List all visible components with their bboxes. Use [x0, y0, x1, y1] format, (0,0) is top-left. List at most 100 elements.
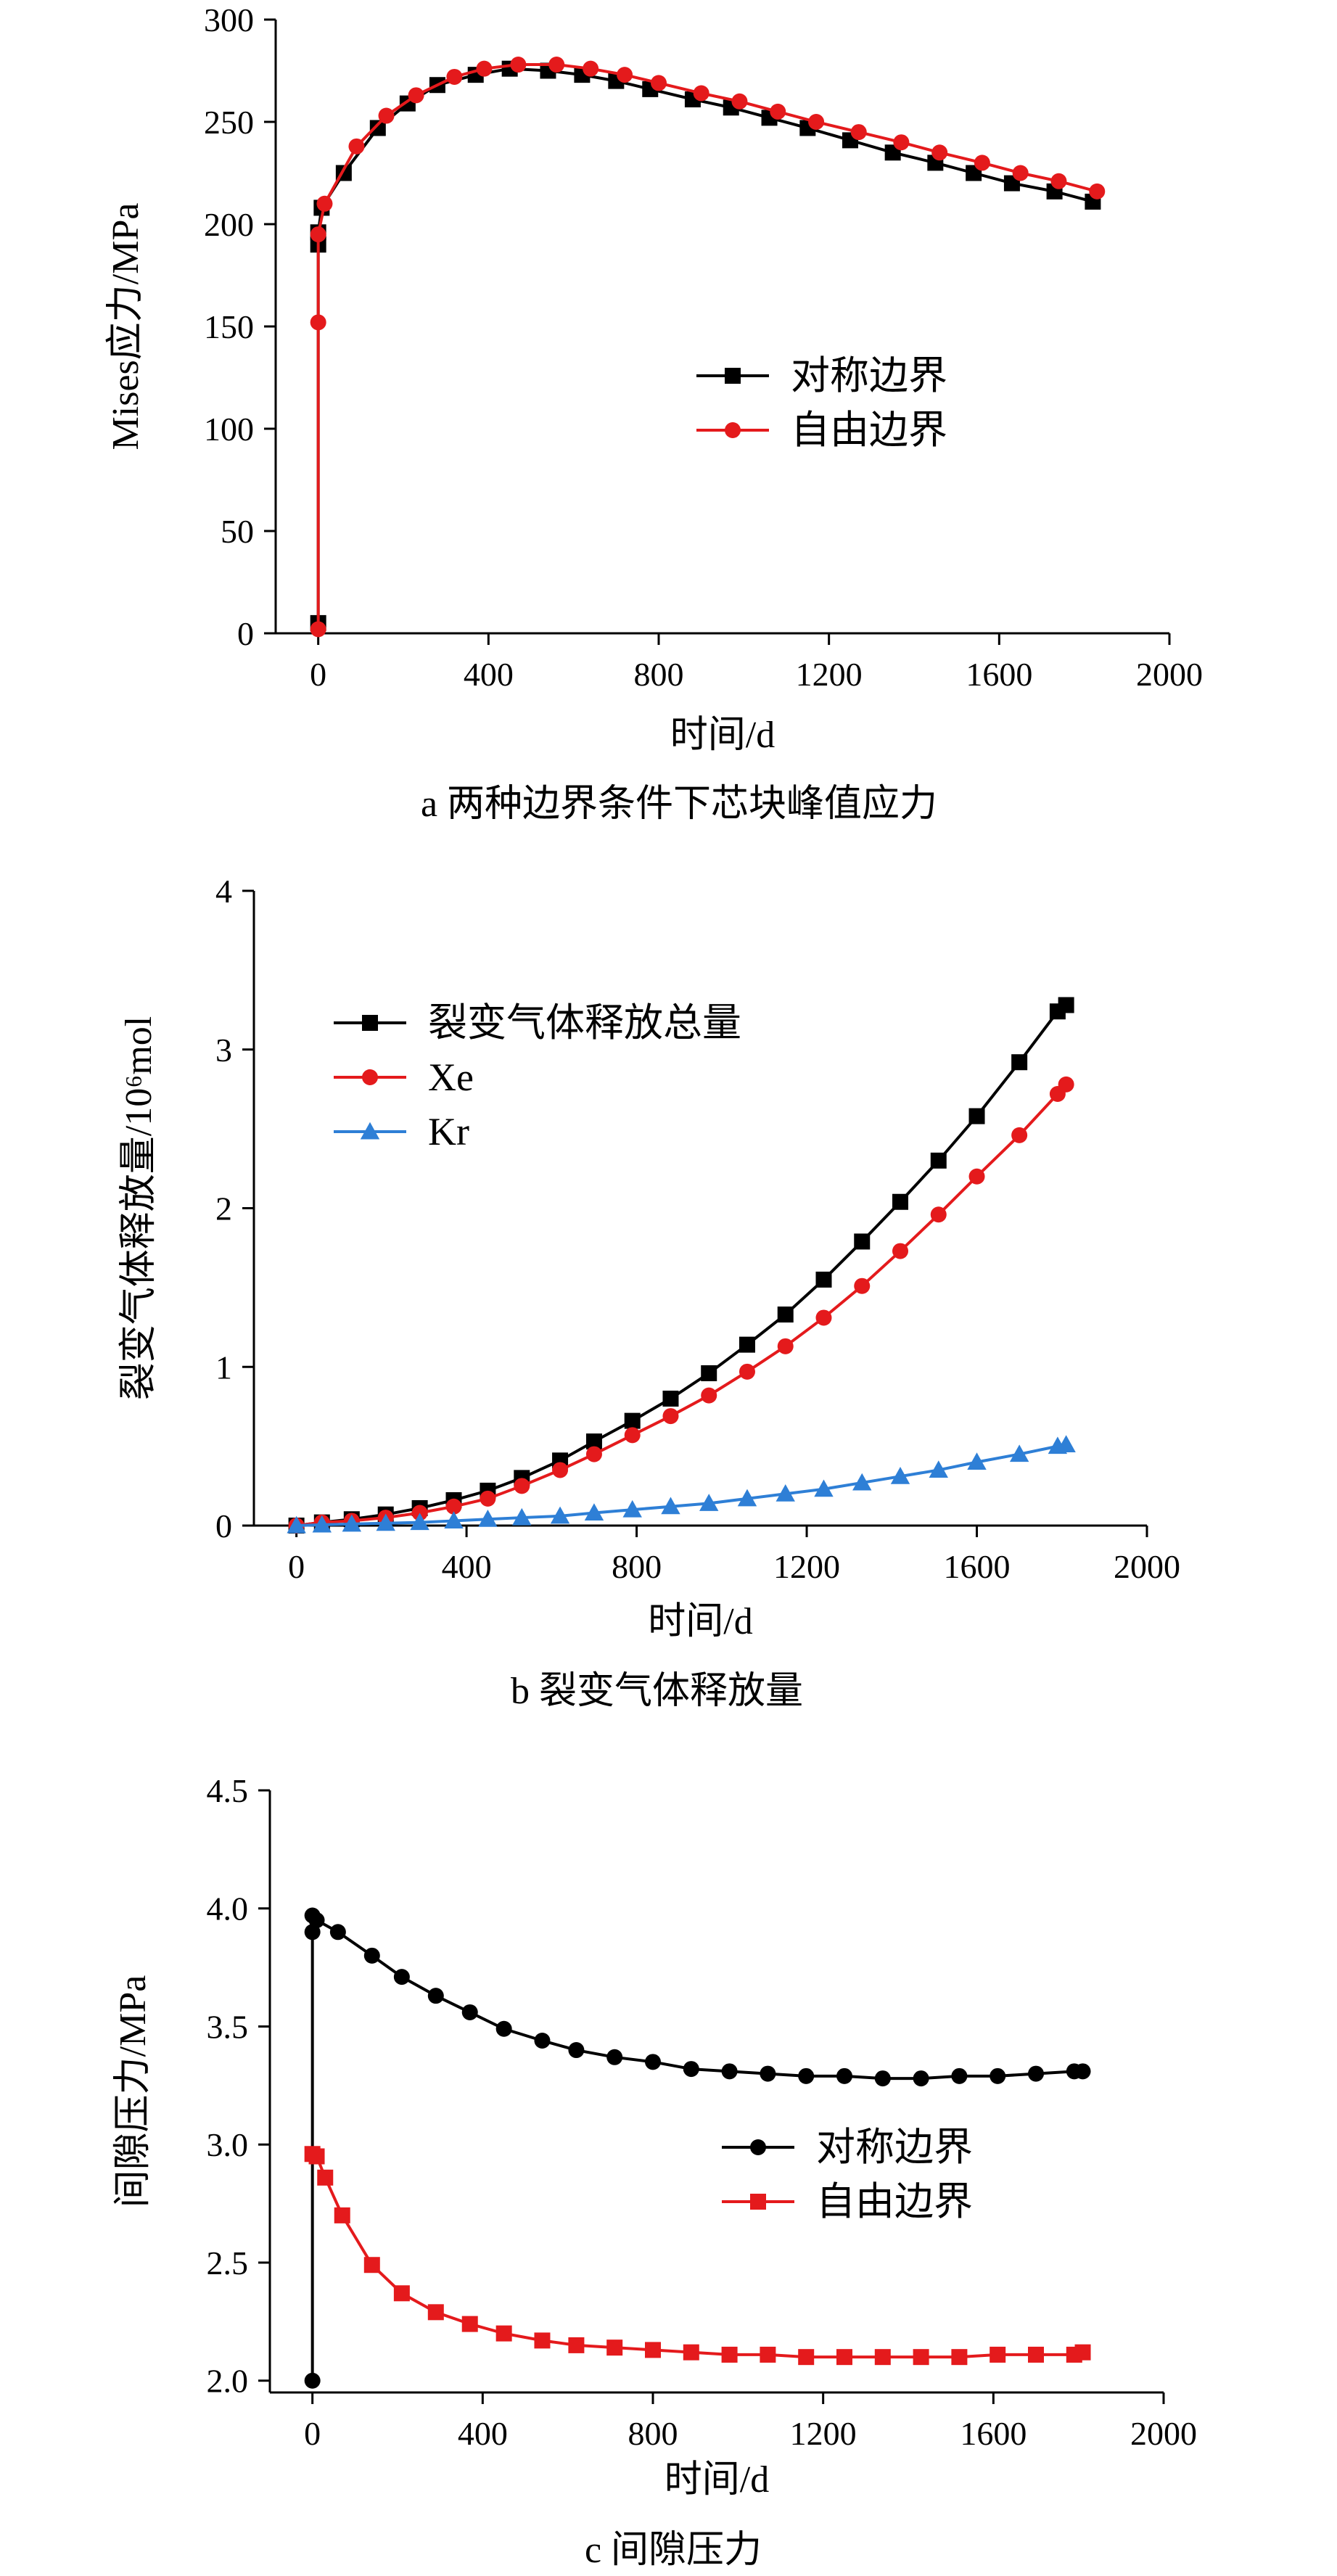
data-point — [304, 2372, 321, 2389]
data-point — [808, 114, 825, 130]
data-point — [568, 2042, 585, 2059]
x-tick-label: 1200 — [790, 2415, 857, 2452]
data-point — [624, 1427, 641, 1444]
y-tick-label: 50 — [221, 513, 254, 550]
legend-label: 自由边界 — [791, 408, 947, 452]
data-point — [585, 1433, 602, 1450]
data-point — [892, 1243, 909, 1259]
data-point — [510, 57, 527, 73]
y-tick-label: 1 — [215, 1349, 232, 1386]
y-tick-label: 0 — [215, 1507, 232, 1544]
data-point — [363, 2257, 380, 2273]
data-point — [446, 68, 463, 85]
data-point — [363, 1947, 380, 1964]
data-point — [798, 2067, 815, 2084]
data-point — [534, 2033, 551, 2049]
y-tick-label: 0 — [237, 615, 254, 652]
data-point — [662, 1391, 679, 1407]
data-point — [512, 1507, 532, 1526]
data-point — [990, 2067, 1006, 2084]
data-point — [815, 1309, 832, 1326]
series-line — [296, 1083, 1068, 1527]
legend-entry: 自由边界 — [696, 408, 947, 452]
x-tick-label: 800 — [628, 2415, 678, 2452]
data-point — [495, 2020, 512, 2037]
y-tick-label: 100 — [204, 411, 254, 448]
series-1 — [288, 997, 1074, 1534]
legend-label: 裂变气体释放总量 — [428, 1001, 741, 1045]
data-point — [1009, 1444, 1029, 1462]
data-point — [815, 1271, 832, 1288]
legend-swatch-marker — [725, 422, 741, 438]
y-axis-title: Mises应力/MPa — [105, 203, 147, 450]
data-point — [585, 1446, 602, 1462]
data-point — [1058, 1076, 1074, 1092]
y-tick-label: 3.0 — [207, 2126, 249, 2163]
data-point — [1011, 1127, 1028, 1143]
data-point — [606, 2049, 623, 2065]
y-tick-label: 2 — [215, 1190, 232, 1227]
data-point — [929, 1460, 948, 1478]
chart-a: 0 400 800 1200 1600 2000 0 50 100 150 200 250 300 时间/… — [105, 1, 1203, 825]
x-tick-label: 1600 — [944, 1548, 1011, 1585]
data-point — [1058, 997, 1074, 1013]
data-point — [427, 1988, 444, 2004]
x-tick-label: 2000 — [1114, 1548, 1180, 1585]
data-point — [622, 1499, 642, 1518]
data-point — [931, 144, 948, 161]
data-point — [990, 2346, 1006, 2363]
data-point — [951, 2067, 968, 2084]
series-2 — [310, 57, 1106, 638]
data-point — [777, 1306, 794, 1323]
legend-swatch-marker — [750, 2139, 766, 2155]
data-point — [348, 138, 365, 155]
y-tick-label: 200 — [204, 206, 254, 243]
legend-swatch-marker — [360, 1122, 380, 1140]
data-point — [721, 2063, 738, 2080]
data-point — [739, 1336, 755, 1353]
data-point — [461, 2316, 478, 2332]
y-tick-label: 300 — [204, 1, 254, 38]
data-point — [874, 2070, 891, 2087]
series-3 — [287, 1435, 1076, 1534]
data-point — [770, 103, 786, 120]
y-tick-label: 4.5 — [207, 1772, 249, 1809]
legend-label: Kr — [428, 1110, 469, 1153]
series-line — [316, 63, 1098, 630]
data-point — [329, 1924, 346, 1941]
data-point — [461, 2004, 478, 2020]
y-axis-title: 裂变气体释放量/10⁶mol — [118, 1016, 160, 1400]
data-point — [393, 1969, 410, 1986]
x-tick-label: 1600 — [960, 2415, 1027, 2452]
legend-swatch-marker — [362, 1015, 378, 1031]
legend-entry: 对称边界 — [696, 354, 947, 398]
data-point — [550, 1506, 570, 1524]
y-tick-label: 2.5 — [207, 2244, 249, 2281]
data-point — [342, 1514, 362, 1532]
legend-label: 对称边界 — [791, 354, 947, 398]
data-point — [913, 2349, 929, 2366]
x-tick-label: 1600 — [966, 656, 1032, 693]
data-point — [701, 1387, 717, 1404]
data-point — [427, 2304, 444, 2321]
data-point — [445, 1498, 462, 1515]
data-point — [478, 1510, 498, 1527]
x-tick-label: 0 — [304, 2415, 321, 2452]
data-point — [836, 2067, 852, 2084]
data-point — [913, 2070, 929, 2087]
data-point — [737, 1489, 757, 1507]
data-point — [376, 1513, 395, 1531]
figure-caption: b 裂变气体释放量 — [511, 1671, 803, 1712]
data-point — [317, 2169, 334, 2186]
data-point — [968, 1168, 985, 1185]
data-point — [617, 67, 633, 83]
data-point — [701, 1365, 717, 1381]
data-point — [310, 621, 326, 638]
data-point — [661, 1497, 680, 1515]
data-point — [568, 2337, 585, 2353]
series-line — [296, 1003, 1067, 1527]
legend-entry: Xe — [334, 1055, 474, 1099]
data-point — [1089, 183, 1106, 199]
data-point — [1074, 2344, 1091, 2361]
